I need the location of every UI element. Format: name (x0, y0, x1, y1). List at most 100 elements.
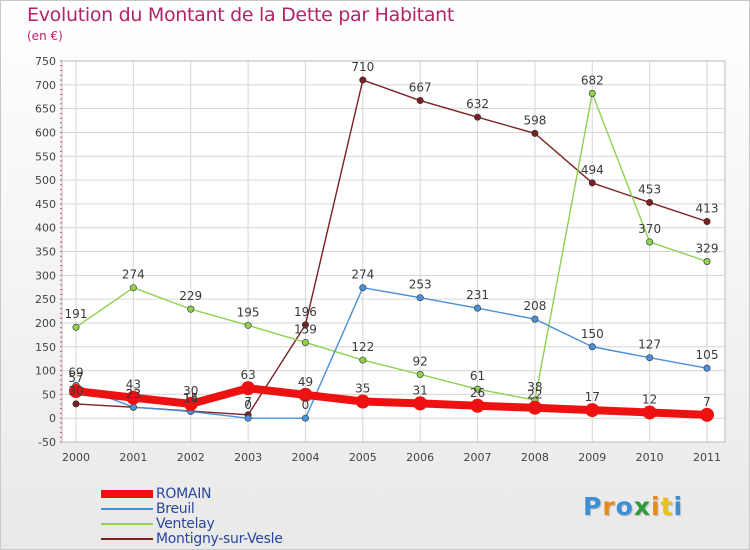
series-line-romain (72, 384, 711, 419)
data-point (531, 315, 539, 323)
data-label: 31 (413, 383, 428, 397)
x-tick-label: 2000 (62, 451, 90, 464)
data-point (359, 284, 367, 292)
legend-swatch (101, 538, 153, 540)
data-label: 329 (696, 242, 719, 256)
data-label: 14 (183, 392, 198, 406)
data-point (183, 396, 198, 411)
data-point (646, 238, 654, 246)
data-point (642, 405, 657, 420)
legend-swatch (101, 490, 153, 498)
data-label: 23 (126, 387, 141, 401)
data-label: 122 (351, 340, 374, 354)
data-label: 253 (409, 278, 432, 292)
data-label: 30 (183, 384, 198, 398)
y-tick-label: 600 (35, 126, 56, 139)
data-point (72, 323, 80, 331)
data-label: 274 (351, 268, 374, 282)
y-tick-label: 500 (35, 174, 56, 187)
x-tick-label: 2001 (119, 451, 147, 464)
series-line-breuil (75, 286, 708, 419)
data-point (244, 321, 252, 329)
x-tick-label: 2003 (234, 451, 262, 464)
logo-letter: P (583, 492, 603, 521)
data-label: 710 (351, 60, 374, 74)
data-label: 229 (179, 289, 202, 303)
data-label: 17 (585, 390, 600, 404)
legend-label: Montigny-sur-Vesle (156, 531, 283, 547)
data-point (416, 294, 424, 302)
data-point (187, 305, 195, 313)
data-label: 598 (523, 113, 546, 127)
plot-border (61, 60, 726, 443)
data-point (585, 403, 600, 418)
data-point (129, 403, 137, 411)
data-label: 370 (638, 222, 661, 236)
y-tick-label: 550 (35, 150, 56, 163)
data-label: 195 (237, 305, 260, 319)
data-point (298, 387, 313, 402)
data-label: 30 (68, 384, 83, 398)
x-tick-label: 2004 (291, 451, 319, 464)
x-tick-label: 2011 (693, 451, 721, 464)
legend-swatch (101, 508, 153, 510)
proxiti-logo: Proxiti (583, 492, 683, 521)
data-label: 453 (638, 182, 661, 196)
y-tick-label: 50 (42, 388, 56, 401)
data-label: 0 (302, 398, 310, 412)
y-tick-label: 150 (35, 341, 56, 354)
y-tick-label: 400 (35, 222, 56, 235)
data-label: 231 (466, 288, 489, 302)
y-tick-label: 200 (35, 317, 56, 330)
data-label: 632 (466, 97, 489, 111)
data-point (703, 364, 711, 372)
legend-item: Montigny-sur-Vesle (101, 531, 361, 547)
data-label: 15 (183, 391, 198, 405)
y-tick-label: 650 (35, 103, 56, 116)
x-tick-label: 2009 (578, 451, 606, 464)
data-point (413, 396, 428, 411)
legend-item: Breuil (101, 501, 361, 517)
logo-letter: o (615, 492, 634, 521)
data-point (531, 129, 539, 137)
data-point (355, 394, 370, 409)
x-tick-label: 2008 (521, 451, 549, 464)
data-point (416, 370, 424, 378)
data-label: 38 (527, 380, 542, 394)
series-line-ventelay (75, 92, 708, 401)
logo-letter: t (660, 492, 674, 521)
x-tick-label: 2007 (464, 451, 492, 464)
y-tick-label: 0 (49, 412, 56, 425)
y-tick-label: -50 (38, 436, 56, 449)
data-label: 22 (527, 388, 542, 402)
data-label: 92 (413, 354, 428, 368)
data-label: 7 (703, 395, 711, 409)
legend: ROMAIN Breuil Ventelay Montigny-sur-Vesle (101, 486, 361, 547)
data-label: 208 (523, 299, 546, 313)
data-label: 12 (642, 392, 657, 406)
legend-item: Ventelay (101, 516, 361, 532)
data-label: 274 (122, 268, 145, 282)
y-tick-label: 700 (35, 79, 56, 92)
data-label: 69 (68, 365, 83, 379)
data-point (588, 343, 596, 351)
y-tick-label: 250 (35, 293, 56, 306)
data-point (241, 381, 256, 396)
data-point (703, 217, 711, 225)
logo-letter: r (602, 492, 616, 521)
data-point (470, 398, 485, 413)
legend-swatch (101, 523, 153, 525)
data-label: 49 (298, 375, 313, 389)
chart-subtitle: (en €) (27, 29, 63, 43)
data-label: 63 (240, 368, 255, 382)
data-point (588, 179, 596, 187)
legend-label: Breuil (156, 501, 195, 517)
data-label: 23 (126, 387, 141, 401)
data-point (646, 354, 654, 362)
data-label: 7 (244, 395, 252, 409)
data-point (474, 113, 482, 121)
data-point (416, 97, 424, 105)
legend-label: Ventelay (156, 516, 215, 532)
